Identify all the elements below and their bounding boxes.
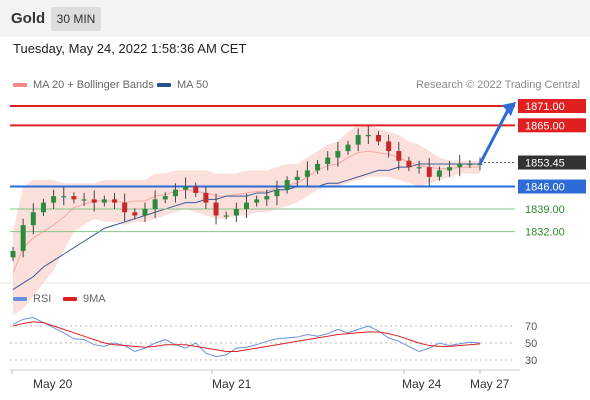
credit-text: Research © 2022 Trading Central bbox=[415, 79, 580, 91]
candle-body bbox=[345, 144, 351, 152]
candle-body bbox=[122, 202, 128, 213]
x-label-may20: May 20 bbox=[33, 377, 73, 391]
legend-rsi-label: RSI bbox=[33, 293, 52, 305]
ma20-line bbox=[12, 150, 480, 274]
candle-body bbox=[447, 167, 453, 171]
legend-bb-label: MA 20 + Bollinger Bands bbox=[33, 79, 154, 91]
candle-body bbox=[304, 170, 310, 177]
top-bar: Gold 30 MIN bbox=[0, 0, 590, 37]
timestamp: Tuesday, May 24, 2022 1:58:36 AM CET bbox=[13, 41, 247, 56]
bollinger-band-area bbox=[13, 125, 480, 316]
legend-9ma: 9MA bbox=[63, 293, 106, 305]
resistance-1865-tag bbox=[518, 118, 586, 133]
candle-body bbox=[365, 134, 371, 137]
candle-body bbox=[40, 202, 46, 213]
candle-body bbox=[386, 141, 392, 152]
resistance-1871-tag bbox=[518, 99, 586, 113]
candle-body bbox=[284, 180, 290, 190]
legend-bb: MA 20 + Bollinger Bands bbox=[13, 79, 154, 91]
candle-body bbox=[213, 202, 219, 216]
legend-ma50-label: MA 50 bbox=[177, 79, 209, 91]
candle-body bbox=[30, 212, 36, 226]
candle-body bbox=[162, 196, 168, 200]
rsi-9ma-line bbox=[12, 321, 481, 352]
candle-body bbox=[20, 225, 26, 251]
rsi-tick-70: 70 bbox=[525, 321, 537, 333]
instrument-title: Gold bbox=[11, 10, 46, 27]
candle-body bbox=[375, 134, 381, 142]
rsi-swatch bbox=[13, 297, 27, 302]
candle-body bbox=[264, 196, 270, 200]
candle-body bbox=[467, 163, 473, 166]
candle-body bbox=[132, 212, 138, 216]
legend-ma50: MA 50 bbox=[157, 79, 208, 91]
candle-body bbox=[244, 202, 249, 210]
ma50-swatch bbox=[157, 83, 171, 88]
candle-body bbox=[172, 189, 178, 197]
candle-body bbox=[91, 199, 97, 203]
candle-body bbox=[152, 199, 158, 210]
candle-body bbox=[112, 199, 118, 203]
arrow-up-right-icon bbox=[478, 109, 510, 165]
arrow-up-right-icon-head bbox=[502, 102, 516, 116]
candle-body bbox=[294, 176, 300, 181]
candle-body bbox=[457, 163, 463, 168]
candle-body bbox=[477, 163, 483, 166]
candle-body bbox=[223, 215, 229, 217]
rsi-tick-30: 30 bbox=[525, 355, 537, 367]
x-label-may27: May 27 bbox=[470, 377, 510, 391]
rsi-line bbox=[12, 316, 481, 358]
candle-body bbox=[426, 167, 432, 177]
last-price-1853-45-tag bbox=[518, 155, 586, 170]
candle-body bbox=[436, 170, 442, 177]
candle-body bbox=[325, 157, 331, 164]
pivot-1846-label: 1846.00 bbox=[525, 182, 565, 194]
candle-body bbox=[396, 151, 402, 161]
candle-body bbox=[101, 199, 107, 203]
candle-body bbox=[193, 186, 199, 193]
candle-body bbox=[183, 186, 189, 190]
legend-rsi: RSI bbox=[13, 293, 51, 305]
bb-swatch bbox=[13, 83, 27, 88]
x-label-may21: May 21 bbox=[212, 377, 252, 391]
candle-body bbox=[274, 189, 280, 197]
candle-body bbox=[51, 196, 57, 203]
candle-body bbox=[406, 160, 412, 168]
candle-body bbox=[335, 151, 341, 158]
9ma-swatch bbox=[63, 297, 77, 302]
last-price-1853-45-label: 1853.45 bbox=[525, 158, 565, 170]
rsi-tick-50: 50 bbox=[525, 338, 537, 350]
candle-body bbox=[61, 196, 67, 198]
x-label-may24: May 24 bbox=[402, 377, 442, 391]
resistance-1871-label: 1871.00 bbox=[525, 101, 565, 113]
pivot-1846-tag bbox=[518, 179, 586, 194]
candle-body bbox=[315, 163, 321, 171]
candle-body bbox=[71, 196, 77, 200]
candle-body bbox=[10, 250, 16, 258]
support-1832-label: 1832.00 bbox=[525, 227, 565, 239]
candle-body bbox=[233, 209, 239, 216]
candle-body bbox=[81, 199, 87, 201]
legend-9ma-label: 9MA bbox=[83, 293, 106, 305]
timeframe-button[interactable]: 30 MIN bbox=[51, 7, 101, 31]
support-1839-label: 1839.00 bbox=[525, 204, 565, 216]
candle-body bbox=[203, 192, 209, 203]
candle-body bbox=[142, 209, 148, 216]
candle-body bbox=[355, 134, 361, 145]
candle-body bbox=[416, 167, 422, 169]
candle-body bbox=[254, 199, 260, 203]
resistance-1865-label: 1865.00 bbox=[525, 120, 565, 132]
